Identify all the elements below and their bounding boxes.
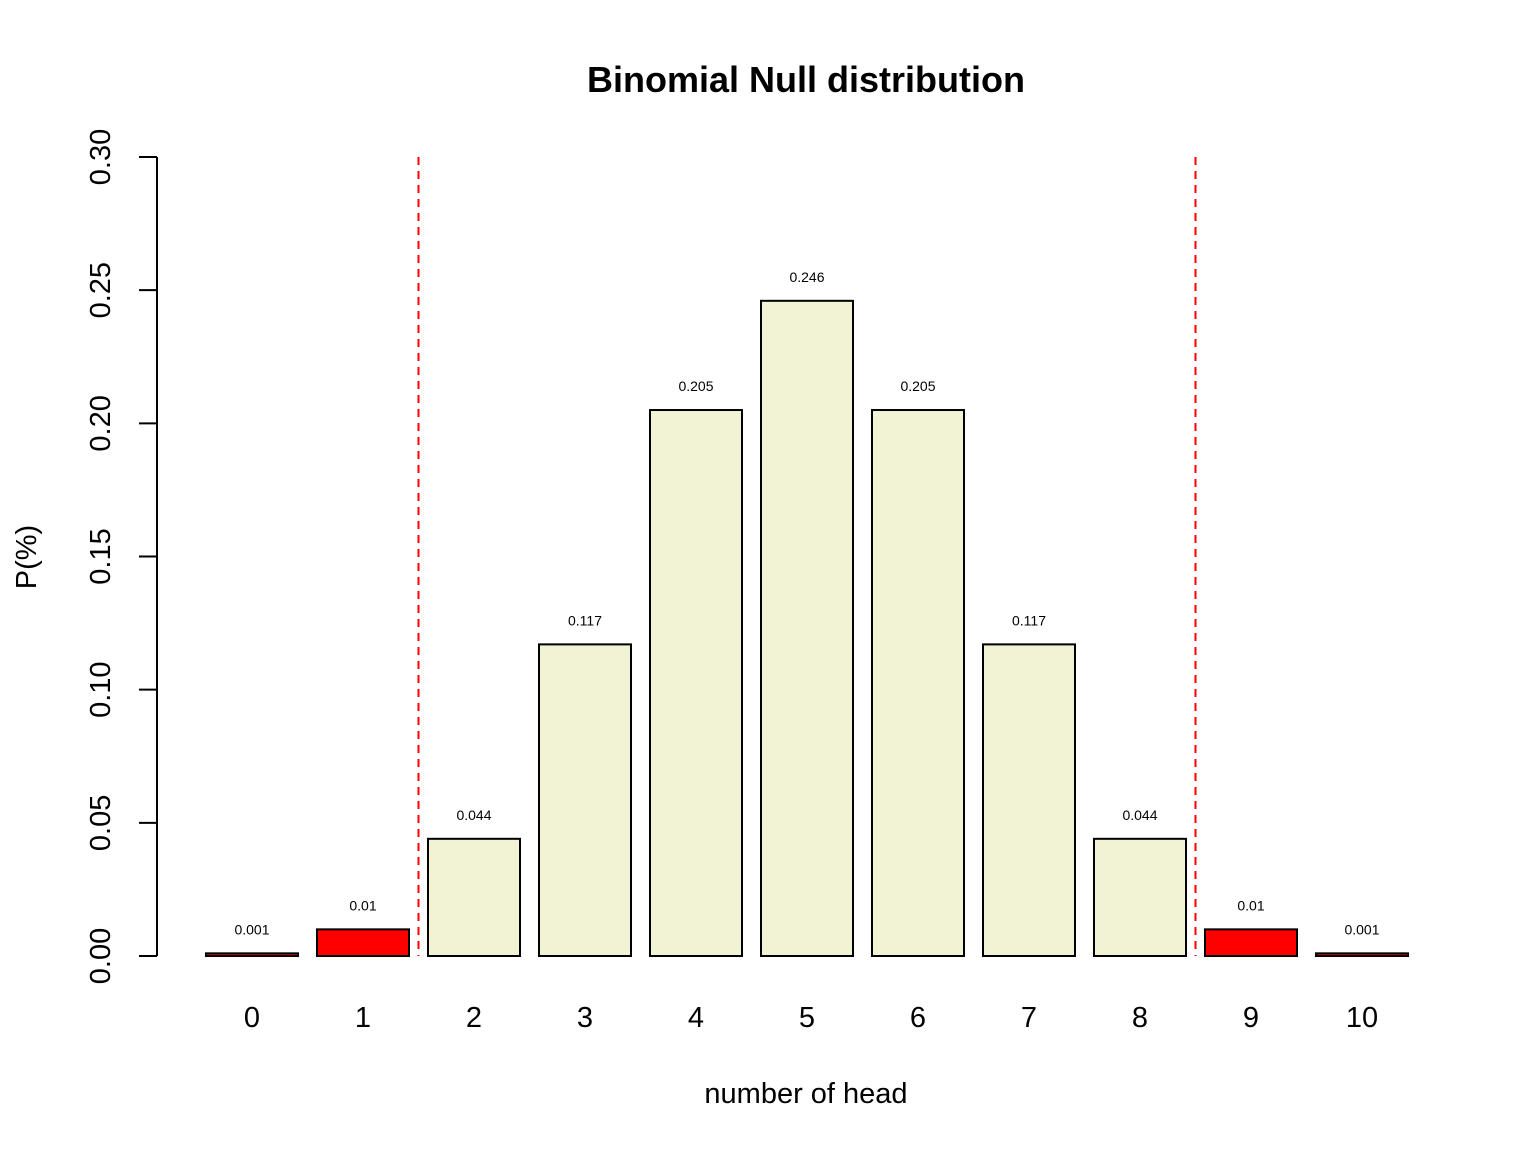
x-tick-label: 5 [799, 1002, 815, 1034]
bar-value-label: 0.044 [456, 807, 491, 823]
y-tick-label: 0.15 [85, 528, 117, 584]
bar-value-label: 0.117 [1012, 612, 1046, 628]
x-axis-tick-labels: 0 1 2 3 4 5 6 7 8 9 10 [244, 1002, 1378, 1034]
bar [427, 837, 521, 958]
x-tick-label: 4 [688, 1002, 704, 1034]
bar-value-label: 0.044 [1122, 807, 1157, 823]
x-tick-label: 3 [577, 1002, 593, 1034]
bar [538, 643, 632, 957]
bar [871, 409, 965, 957]
bar-value-label: 0.205 [678, 378, 713, 394]
chart-title: Binomial Null distribution [587, 59, 1025, 100]
critical-region-lines [417, 157, 1197, 956]
x-tick-label: 6 [910, 1002, 926, 1034]
y-tick-label: 0.00 [85, 928, 117, 984]
bar-value-label: 0.001 [234, 921, 269, 937]
bar [1315, 952, 1409, 958]
bars [205, 299, 1409, 958]
y-axis: 0.00 0.05 0.10 0.15 0.20 0.25 0.30 [85, 129, 158, 984]
x-axis-label: number of head [704, 1078, 907, 1110]
x-tick-label: 10 [1346, 1002, 1378, 1034]
bar [760, 299, 854, 957]
bar [316, 928, 410, 957]
bar-value-label: 0.246 [789, 269, 824, 285]
x-tick-label: 2 [466, 1002, 482, 1034]
bar [1093, 837, 1187, 958]
bar-value-label: 0.01 [349, 897, 376, 913]
x-tick-label: 9 [1243, 1002, 1259, 1034]
x-tick-label: 1 [355, 1002, 371, 1034]
y-tick-label: 0.30 [85, 129, 117, 185]
y-tick-label: 0.20 [85, 395, 117, 451]
y-tick-label: 0.25 [85, 262, 117, 318]
bar-value-label: 0.001 [1344, 921, 1379, 937]
bar-value-label: 0.117 [568, 612, 602, 628]
bar [205, 952, 299, 958]
x-tick-label: 8 [1132, 1002, 1148, 1034]
bar [649, 409, 743, 957]
x-tick-label: 0 [244, 1002, 260, 1034]
bar-value-label: 0.205 [900, 378, 935, 394]
bar [982, 643, 1076, 957]
y-tick-label: 0.05 [85, 795, 117, 851]
bar-value-labels: 0.001 0.01 0.044 0.117 0.205 0.246 0.205 0.117 0… [234, 269, 1379, 938]
bar-value-label: 0.01 [1237, 897, 1264, 913]
x-tick-label: 7 [1021, 1002, 1037, 1034]
y-tick-label: 0.10 [85, 661, 117, 717]
y-axis-label: P(%) [11, 525, 43, 589]
bar [1204, 928, 1298, 957]
